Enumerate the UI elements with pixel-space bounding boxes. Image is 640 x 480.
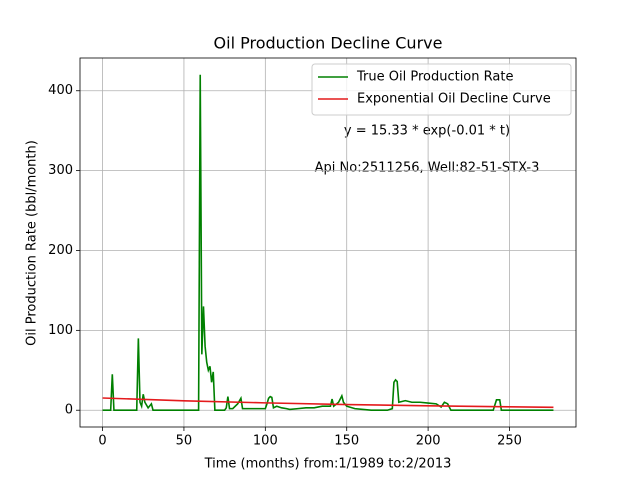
y-tick-label: 200	[48, 243, 73, 258]
chart-title: Oil Production Decline Curve	[214, 34, 443, 53]
legend-label: Exponential Oil Decline Curve	[357, 92, 551, 107]
x-tick-label: 200	[416, 434, 441, 449]
annotation: y = 15.33 * exp(-0.01 * t)	[344, 124, 510, 139]
data-line	[102, 397, 554, 409]
y-tick-label: 0	[65, 403, 73, 418]
data-line	[102, 74, 554, 412]
x-tick-label: 0	[98, 434, 106, 449]
annotation: Api No:2511256, Well:82-51-STX-3	[315, 161, 540, 176]
plot-frame	[79, 57, 577, 428]
y-axis-label: Oil Production Rate (bbl/month)	[25, 140, 40, 346]
y-tick-label: 100	[48, 323, 73, 338]
x-tick-label: 50	[176, 434, 193, 449]
x-tick-label: 150	[334, 434, 359, 449]
legend-label: True Oil Production Rate	[356, 70, 513, 85]
x-tick-label: 250	[497, 434, 522, 449]
y-tick-label: 300	[48, 163, 73, 178]
x-axis-label: Time (months) from:1/1989 to:2/2013	[204, 457, 452, 472]
x-tick-label: 100	[253, 434, 278, 449]
legend-box	[311, 63, 572, 116]
y-tick-label: 400	[48, 83, 73, 98]
